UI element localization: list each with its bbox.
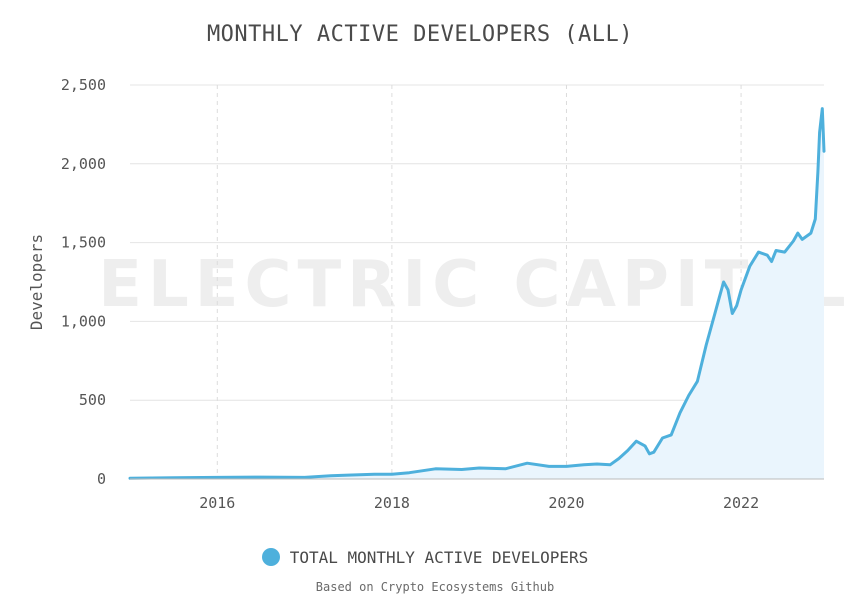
y-tick-label: 0 [97, 470, 106, 488]
y-tick-label: 1,500 [61, 234, 106, 252]
y-tick-label: 2,500 [61, 76, 106, 94]
y-grid [130, 84, 824, 401]
chart-title: MONTHLY ACTIVE DEVELOPERS (ALL) [206, 22, 634, 47]
y-tick-label: 2,000 [61, 155, 106, 173]
x-tick-label: 2016 [199, 494, 235, 512]
y-tick-label: 500 [79, 391, 106, 409]
y-axis-label: Developers [27, 234, 46, 330]
source-note: Based on Crypto Ecosystems Github [315, 580, 555, 594]
x-tick-labels: 2016 2018 2020 2022 [199, 494, 759, 512]
y-tick-label: 1,000 [61, 312, 106, 330]
y-tick-labels: 0 500 1,000 1,500 2,000 2,500 [61, 76, 106, 488]
legend-marker-icon [261, 548, 280, 566]
series-area-fill [130, 108, 824, 479]
x-tick-label: 2020 [548, 494, 584, 512]
series-line [128, 107, 826, 480]
x-tick-label: 2022 [723, 494, 759, 512]
legend[interactable]: TOTAL MONTHLY ACTIVE DEVELOPERS [0, 548, 850, 567]
legend-label: TOTAL MONTHLY ACTIVE DEVELOPERS [289, 548, 589, 567]
series-area [130, 108, 824, 479]
series-line-group [128, 107, 826, 480]
x-tick-label: 2018 [374, 494, 410, 512]
